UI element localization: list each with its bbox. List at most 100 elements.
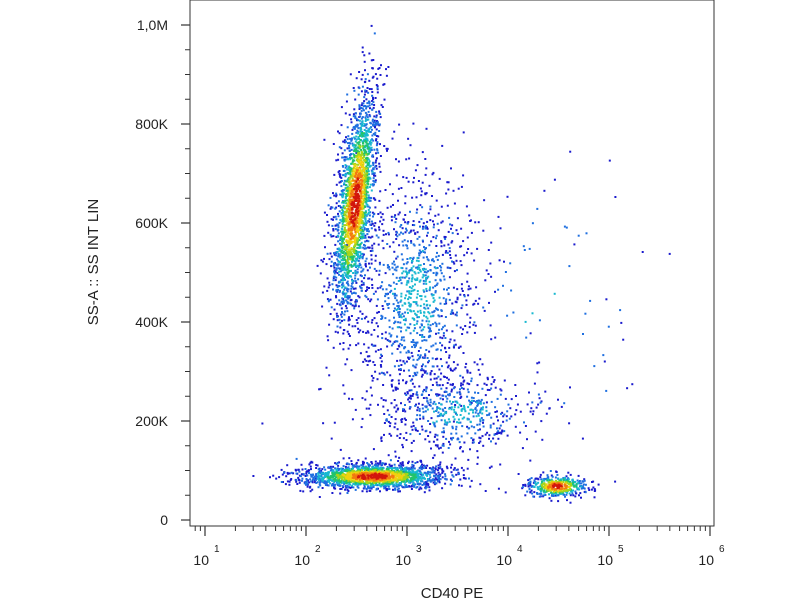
data-point bbox=[424, 248, 427, 251]
data-point bbox=[519, 431, 522, 434]
data-point bbox=[449, 367, 452, 370]
data-point bbox=[396, 308, 399, 310]
data-point bbox=[569, 483, 572, 486]
data-point bbox=[469, 401, 472, 403]
data-point bbox=[347, 347, 350, 350]
data-point bbox=[521, 487, 524, 490]
data-point bbox=[371, 134, 374, 137]
data-point bbox=[361, 157, 364, 160]
data-point bbox=[331, 474, 334, 477]
data-point bbox=[346, 310, 349, 313]
data-point bbox=[371, 118, 374, 121]
data-point bbox=[514, 384, 517, 386]
data-point bbox=[353, 263, 356, 266]
data-point bbox=[423, 336, 426, 338]
data-point bbox=[394, 214, 397, 217]
data-point bbox=[340, 279, 343, 282]
data-point bbox=[451, 425, 454, 428]
data-point bbox=[375, 304, 378, 307]
data-point bbox=[340, 251, 343, 254]
data-point bbox=[316, 477, 319, 480]
data-point bbox=[341, 222, 344, 225]
data-point bbox=[338, 318, 341, 321]
data-point bbox=[370, 262, 373, 265]
data-point bbox=[364, 218, 367, 221]
data-point bbox=[315, 475, 318, 478]
data-point bbox=[421, 239, 424, 242]
data-point bbox=[456, 217, 459, 220]
data-point bbox=[410, 287, 413, 290]
data-point bbox=[541, 480, 544, 483]
data-point bbox=[403, 323, 406, 326]
data-point bbox=[340, 147, 343, 150]
data-point bbox=[523, 421, 525, 424]
data-point bbox=[371, 154, 374, 157]
data-point bbox=[449, 383, 452, 386]
data-point bbox=[564, 479, 567, 482]
data-point bbox=[339, 475, 342, 478]
data-point bbox=[377, 467, 380, 470]
data-point bbox=[342, 384, 345, 387]
data-point bbox=[360, 123, 363, 126]
data-point bbox=[458, 403, 461, 406]
data-point bbox=[483, 199, 486, 202]
data-point bbox=[507, 403, 510, 406]
data-point bbox=[603, 360, 606, 363]
data-point bbox=[386, 206, 389, 209]
data-point bbox=[416, 277, 419, 280]
data-point bbox=[354, 303, 357, 306]
data-point bbox=[326, 298, 329, 301]
data-point bbox=[356, 159, 358, 162]
data-point bbox=[350, 139, 353, 142]
data-point bbox=[376, 121, 379, 124]
data-point bbox=[412, 329, 415, 332]
data-point bbox=[474, 391, 476, 394]
data-point bbox=[412, 464, 415, 467]
data-point bbox=[455, 425, 458, 428]
data-point bbox=[342, 290, 345, 293]
data-point bbox=[381, 305, 384, 307]
data-point bbox=[295, 472, 298, 475]
data-point bbox=[404, 481, 407, 484]
data-point bbox=[339, 242, 341, 245]
data-point bbox=[467, 288, 470, 291]
data-point bbox=[336, 264, 339, 267]
data-point bbox=[542, 482, 545, 485]
data-point bbox=[366, 364, 369, 366]
data-point bbox=[416, 278, 419, 281]
data-point bbox=[463, 295, 466, 298]
data-point bbox=[329, 207, 332, 210]
data-point bbox=[342, 205, 345, 208]
data-point bbox=[375, 135, 378, 137]
data-point bbox=[424, 481, 427, 484]
data-point bbox=[347, 187, 350, 190]
data-point bbox=[395, 233, 398, 236]
data-point bbox=[365, 153, 368, 156]
data-point bbox=[344, 233, 347, 236]
data-point bbox=[425, 247, 427, 250]
data-point bbox=[319, 474, 322, 477]
data-point bbox=[388, 326, 391, 329]
data-point bbox=[437, 471, 440, 474]
data-point bbox=[437, 375, 440, 378]
data-point bbox=[350, 369, 353, 372]
data-point bbox=[425, 349, 428, 351]
data-point bbox=[547, 476, 550, 479]
data-point bbox=[416, 320, 419, 323]
data-point bbox=[523, 249, 526, 251]
data-point bbox=[348, 169, 351, 172]
data-point bbox=[410, 441, 413, 444]
data-point bbox=[641, 251, 644, 253]
data-point bbox=[410, 477, 413, 480]
data-point bbox=[343, 253, 346, 256]
data-point bbox=[332, 484, 335, 486]
data-point bbox=[346, 289, 349, 291]
data-point bbox=[367, 128, 370, 131]
data-point bbox=[351, 286, 354, 289]
data-point bbox=[530, 407, 533, 410]
data-point bbox=[373, 267, 376, 270]
data-point bbox=[421, 334, 424, 336]
data-point bbox=[330, 467, 333, 470]
data-point bbox=[357, 231, 359, 233]
data-point bbox=[434, 321, 437, 324]
